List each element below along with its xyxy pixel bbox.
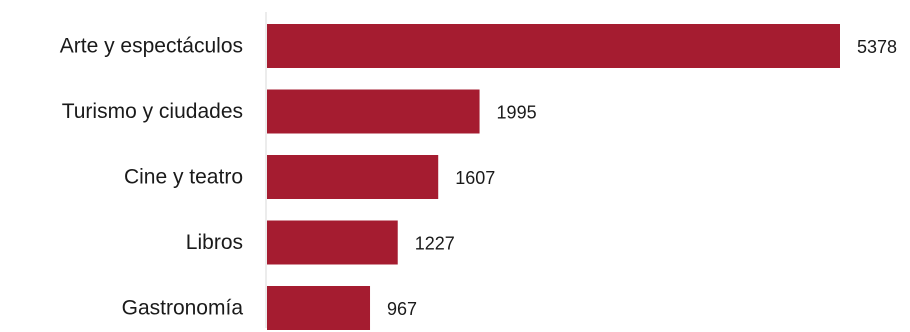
bar-3 (267, 220, 398, 265)
category-label-0: Arte y espectáculos (60, 35, 243, 58)
value-label-2: 1607 (455, 168, 495, 188)
category-label-2: Cine y teatro (124, 166, 243, 189)
bar-0 (267, 24, 840, 68)
category-label-1: Turismo y ciudades (62, 100, 243, 123)
value-label-1: 1995 (497, 103, 537, 123)
value-label-4: 967 (387, 299, 417, 319)
value-label-0: 5378 (857, 37, 897, 57)
bar-1 (267, 89, 480, 134)
bar-4 (267, 286, 371, 330)
category-label-3: Libros (186, 231, 243, 254)
category-labels: Arte y espectáculos Turismo y ciudades Cin… (60, 35, 244, 320)
category-label-4: Gastronomía (122, 297, 244, 320)
bar-2 (267, 155, 439, 199)
bars-group (267, 24, 840, 330)
value-labels: 5378 1995 1607 1227 967 (387, 37, 897, 319)
value-label-3: 1227 (415, 234, 455, 254)
